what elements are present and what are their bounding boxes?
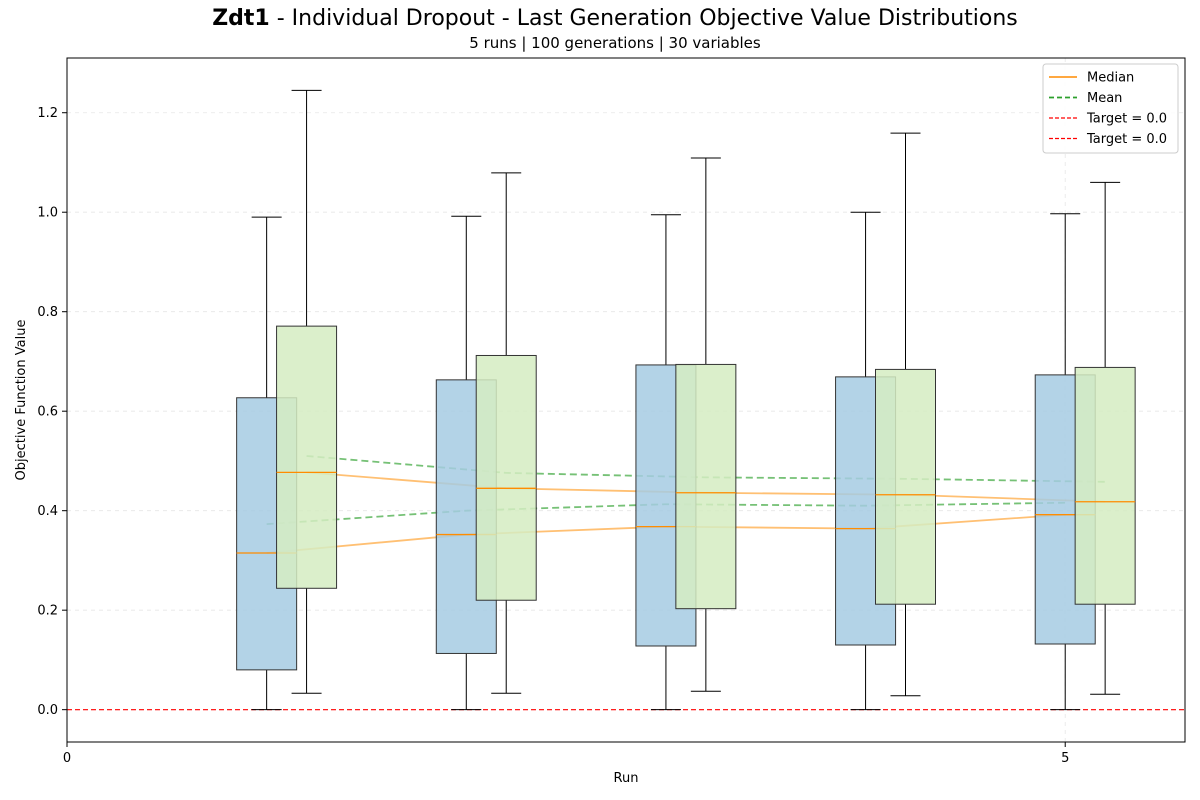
legend-label-target: Target = 0.0 xyxy=(1086,112,1167,127)
y-tick-label: 0.2 xyxy=(37,604,58,619)
y-axis-label: Objective Function Value xyxy=(14,320,29,481)
y-tick-label: 0.8 xyxy=(37,305,58,320)
x-tick-label: 0 xyxy=(63,751,71,766)
x-tick-label: 5 xyxy=(1061,751,1069,766)
iqr-box xyxy=(675,363,737,610)
box-2-1 xyxy=(276,89,338,694)
y-tick-label: 1.2 xyxy=(37,106,58,121)
plot-frame xyxy=(66,57,1186,743)
y-axis-ticks: 0.0 0.2 0.4 0.6 0.8 1.0 1.2 xyxy=(37,106,67,718)
box-2-3 xyxy=(675,157,737,692)
box-2-4 xyxy=(875,132,936,697)
chart-title-rest: - Individual Dropout - Last Generation O… xyxy=(270,6,1018,31)
iqr-box xyxy=(875,368,936,605)
legend-frame xyxy=(1042,63,1179,154)
chart-title: Zdt1 - Individual Dropout - Last Generat… xyxy=(212,6,1018,31)
legend-label-target: Target = 0.0 xyxy=(1086,132,1167,147)
y-tick-label: 0.6 xyxy=(37,405,58,420)
y-tick-label: 0.4 xyxy=(37,504,58,519)
legend-label-mean: Mean xyxy=(1087,91,1122,106)
legend-label-median: Median xyxy=(1087,71,1134,86)
y-tick-label: 0.0 xyxy=(37,703,58,718)
iqr-box xyxy=(475,354,537,601)
box-2-2 xyxy=(475,172,537,694)
y-tick-label: 1.0 xyxy=(37,206,58,221)
chart-title-bold: Zdt1 xyxy=(212,6,270,31)
box-layer xyxy=(236,89,1136,711)
iqr-box xyxy=(1074,366,1136,605)
legend: Median Mean Target = 0.0 Target = 0.0 xyxy=(1042,63,1179,154)
x-axis-label: Run xyxy=(614,771,639,786)
iqr-box xyxy=(276,325,338,589)
box-2-5 xyxy=(1074,181,1136,695)
grid-layer xyxy=(66,58,1185,742)
chart-subtitle: 5 runs | 100 generations | 30 variables xyxy=(469,34,761,52)
